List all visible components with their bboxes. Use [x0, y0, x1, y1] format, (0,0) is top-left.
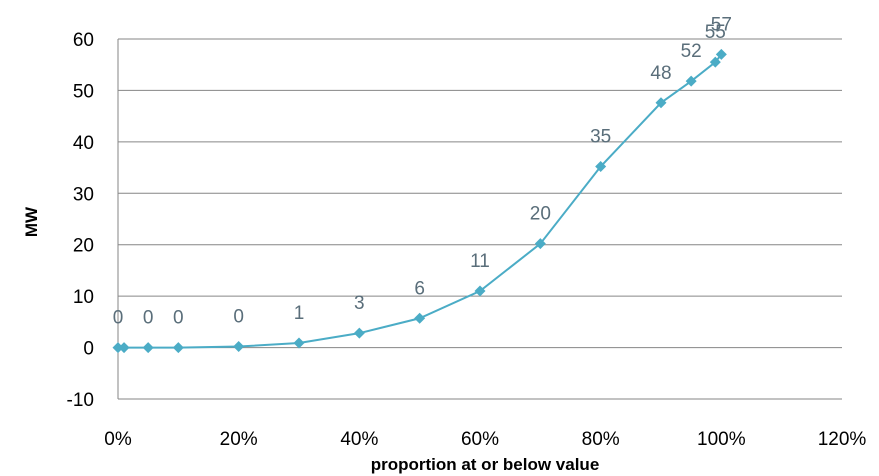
data-label: 1	[294, 303, 305, 324]
series-line	[118, 53, 723, 349]
y-axis-ticks: -10 0 10 20 30 40 50 60	[67, 30, 94, 411]
data-label: 57	[711, 14, 732, 35]
data-label: 0	[233, 307, 244, 328]
data-label: 0	[173, 308, 184, 329]
x-axis-ticks: 0% 20% 40% 60% 80% 100% 120%	[104, 429, 866, 450]
y-tick-label: 20	[73, 236, 94, 257]
data-point-marker	[595, 161, 607, 173]
data-point-marker	[534, 238, 546, 250]
data-label: 0	[143, 308, 154, 329]
data-point-marker	[474, 285, 486, 297]
data-point-marker	[709, 56, 721, 68]
data-label: 48	[650, 63, 671, 84]
data-point-marker	[118, 342, 130, 354]
data-label: 3	[354, 293, 365, 314]
data-label: 0	[113, 308, 124, 329]
data-point-marker	[142, 342, 154, 354]
y-tick-label: 30	[73, 184, 94, 205]
gridlines	[117, 38, 842, 400]
y-tick-label: 10	[73, 287, 94, 308]
data-label: 52	[681, 41, 702, 62]
x-axis-title: proportion at or below value	[371, 455, 600, 474]
y-tick-label: 0	[83, 339, 94, 360]
data-point-marker	[414, 312, 426, 324]
y-tick-label: -10	[67, 390, 94, 411]
series-markers	[112, 48, 727, 354]
data-point-marker	[353, 327, 365, 339]
data-label: 11	[470, 251, 490, 272]
x-tick-label: 60%	[461, 429, 499, 450]
x-tick-label: 120%	[818, 429, 867, 450]
data-label: 20	[530, 204, 551, 225]
y-axis-title: MW	[22, 206, 41, 237]
data-point-marker	[233, 341, 245, 353]
data-label: 35	[590, 127, 611, 148]
data-point-marker	[172, 342, 184, 354]
x-tick-label: 20%	[220, 429, 258, 450]
data-point-marker	[715, 48, 727, 60]
y-tick-label: 40	[73, 133, 94, 154]
data-point-marker	[685, 75, 697, 87]
x-tick-label: 40%	[340, 429, 378, 450]
x-tick-label: 0%	[104, 429, 132, 450]
data-point-marker	[112, 342, 124, 354]
series-path	[118, 53, 723, 349]
x-tick-label: 100%	[697, 429, 746, 450]
data-point-marker	[293, 337, 305, 349]
data-label: 6	[414, 278, 425, 299]
y-tick-label: 60	[73, 30, 94, 51]
x-tick-label: 80%	[582, 429, 620, 450]
data-label: 55	[705, 22, 726, 43]
y-tick-label: 50	[73, 81, 94, 102]
data-point-marker	[655, 97, 667, 109]
